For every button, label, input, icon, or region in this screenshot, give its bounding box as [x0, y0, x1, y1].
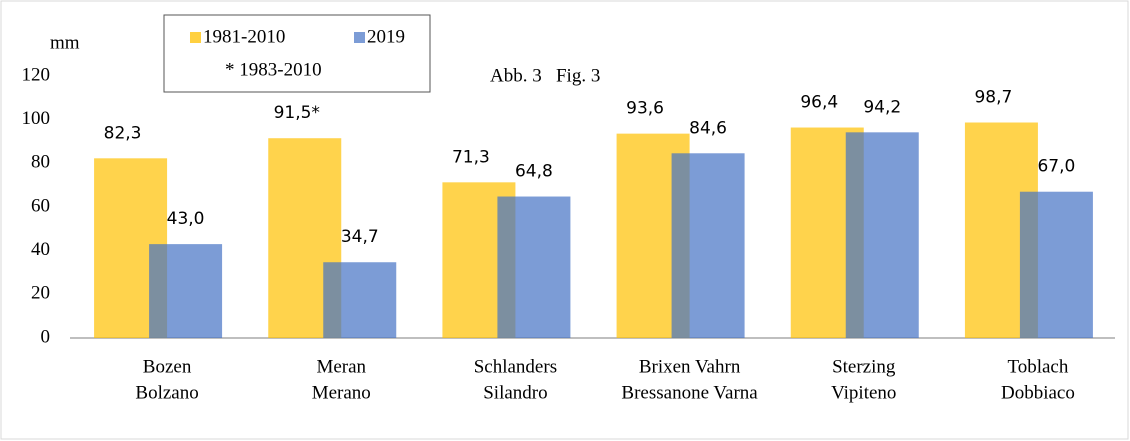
x-tick-label: Dobbiaco — [1001, 382, 1075, 403]
x-tick-label: Sterzing — [832, 356, 896, 377]
y-tick-label: 80 — [31, 152, 50, 173]
x-tick-label: Merano — [312, 382, 371, 403]
value-label: 67,0 — [1037, 157, 1075, 177]
value-label: 64,8 — [515, 162, 553, 182]
value-label: 91,5* — [274, 103, 320, 123]
x-tick-label: Brixen Vahrn — [639, 356, 741, 377]
legend-label: 1981-2010 — [203, 26, 285, 47]
bar — [1019, 191, 1093, 338]
legend-swatch — [354, 32, 365, 43]
value-label: 84,6 — [689, 118, 727, 138]
x-tick-label: Toblach — [1007, 356, 1068, 377]
legend-swatch — [190, 32, 201, 43]
x-tick-label: Bressanone Varna — [621, 382, 758, 403]
value-label: 94,2 — [863, 97, 901, 117]
x-tick-label: Meran — [316, 356, 366, 377]
y-axis-label: mm — [50, 32, 80, 53]
legend-label: 2019 — [367, 26, 405, 47]
x-tick-label: Bolzano — [135, 382, 198, 403]
bar — [149, 244, 223, 338]
annotation: * 1983-2010 — [225, 59, 322, 80]
x-tick-label: Silandro — [483, 382, 547, 403]
bar — [323, 262, 397, 338]
y-tick-label: 0 — [41, 326, 51, 347]
value-label: 98,7 — [974, 88, 1012, 108]
chart-title: Abb. 3 Fig. 3 — [490, 65, 600, 86]
value-label: 43,0 — [167, 209, 205, 229]
y-tick-label: 20 — [31, 283, 50, 304]
y-tick-label: 100 — [22, 108, 51, 129]
legend-box — [163, 14, 431, 93]
value-label: 34,7 — [341, 227, 379, 247]
x-tick-label: Vipiteno — [831, 382, 896, 403]
x-tick-label: Bozen — [143, 356, 192, 377]
value-label: 82,3 — [104, 123, 142, 143]
bar — [497, 196, 571, 338]
bar — [845, 132, 919, 338]
value-label: 71,3 — [452, 147, 490, 167]
y-tick-label: 60 — [31, 195, 50, 216]
value-label: 93,6 — [626, 99, 664, 119]
value-label: 96,4 — [800, 93, 838, 113]
bar — [671, 153, 745, 338]
x-tick-label: Schlanders — [474, 356, 557, 377]
y-tick-label: 120 — [22, 64, 51, 85]
y-tick-label: 40 — [31, 239, 50, 260]
